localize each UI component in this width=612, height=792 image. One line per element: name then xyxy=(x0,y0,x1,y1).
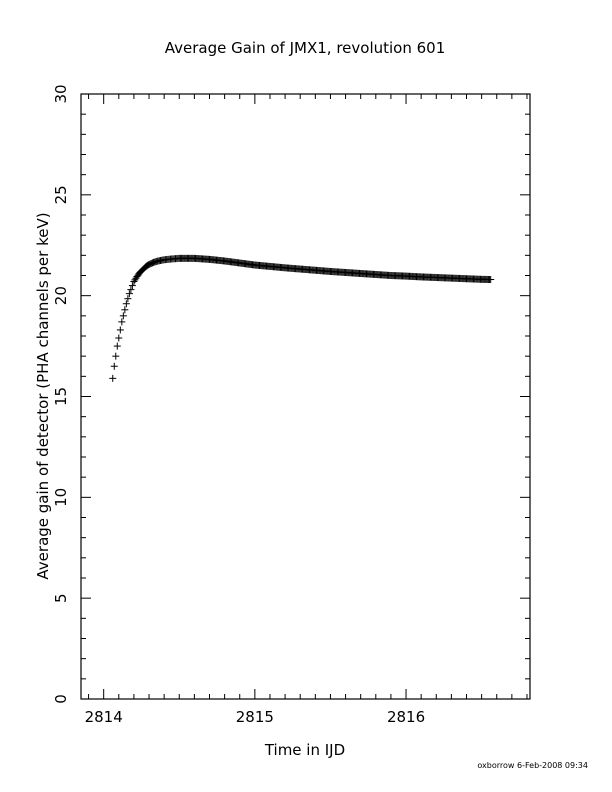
x-tick-label: 2816 xyxy=(387,708,425,726)
data-point xyxy=(119,312,127,320)
x-tick-labels: 2814 2815 2816 xyxy=(85,708,426,726)
x-tick-label: 2814 xyxy=(85,708,123,726)
y-tick-label: 10 xyxy=(52,488,70,507)
chart-title: Average Gain of JMX1, revolution 601 xyxy=(165,39,446,57)
data-point xyxy=(112,352,120,360)
x-tick-label: 2815 xyxy=(236,708,274,726)
axis-ticks xyxy=(81,93,530,700)
y-tick-label: 25 xyxy=(52,185,70,204)
x-axis-label: Time in IJD xyxy=(264,741,345,759)
y-tick-label: 30 xyxy=(52,84,70,103)
data-point xyxy=(128,282,136,290)
data-point xyxy=(113,342,121,350)
y-tick-label: 5 xyxy=(52,593,70,603)
data-point xyxy=(121,306,129,314)
y-tick-label: 0 xyxy=(52,694,70,704)
y-tick-labels: 0 5 10 15 20 25 30 xyxy=(52,84,70,703)
y-axis-label: Average gain of detector (PHA channels p… xyxy=(34,212,52,579)
data-point xyxy=(487,276,495,284)
data-point xyxy=(118,318,126,326)
data-point xyxy=(122,300,130,308)
data-point xyxy=(109,374,117,382)
data-point xyxy=(115,334,123,342)
data-point xyxy=(110,362,118,370)
plot-frame xyxy=(80,93,531,700)
data-series xyxy=(109,254,495,382)
data-point xyxy=(125,290,133,298)
data-point xyxy=(124,295,132,303)
y-tick-label: 15 xyxy=(52,387,70,406)
y-tick-label: 20 xyxy=(52,286,70,305)
footer-stamp: oxborrow 6-Feb-2008 09:34 xyxy=(477,761,588,770)
data-point xyxy=(116,326,124,334)
data-point xyxy=(127,286,135,294)
